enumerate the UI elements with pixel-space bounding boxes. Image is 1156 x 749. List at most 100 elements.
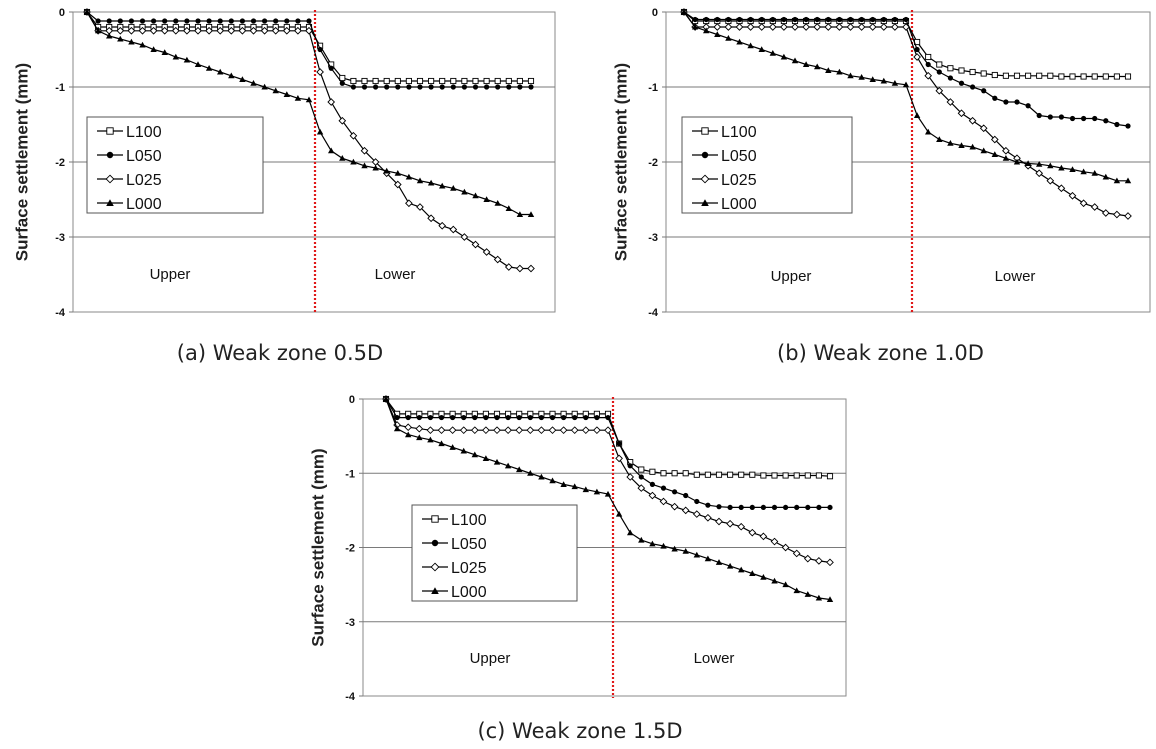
data-point <box>858 74 865 80</box>
data-point <box>128 18 134 24</box>
data-point <box>736 16 743 23</box>
data-point <box>295 18 301 24</box>
data-point <box>681 506 690 515</box>
data-point <box>925 128 932 135</box>
data-point <box>217 18 223 24</box>
data-point <box>495 84 501 90</box>
data-point <box>604 490 612 497</box>
data-point <box>350 77 357 85</box>
data-point <box>528 84 534 90</box>
data-point <box>749 504 755 511</box>
data-point <box>149 26 158 35</box>
data-point <box>415 424 424 433</box>
legend-label-l025: L025 <box>721 172 757 189</box>
data-point <box>1091 73 1098 80</box>
data-point <box>660 542 667 549</box>
data-point <box>803 16 809 23</box>
data-point <box>338 116 347 125</box>
data-point <box>1024 160 1032 167</box>
series-l050 <box>681 9 1131 129</box>
data-point <box>626 473 635 481</box>
data-point <box>835 23 844 31</box>
data-point <box>150 46 157 53</box>
data-point <box>792 549 801 558</box>
data-point <box>1102 73 1109 80</box>
legend-marker <box>105 174 115 184</box>
data-point <box>925 53 932 61</box>
data-point <box>759 532 768 541</box>
data-point <box>328 65 334 71</box>
data-point <box>836 68 843 75</box>
legend-label-l050: L050 <box>451 536 487 553</box>
data-point <box>494 77 501 85</box>
data-point <box>760 504 766 511</box>
data-point <box>1090 203 1099 211</box>
y-axis-label: Surface settlement (mm) <box>612 63 631 261</box>
data-point <box>427 436 434 443</box>
data-point <box>427 179 435 186</box>
data-point <box>1114 121 1120 128</box>
data-point <box>902 23 910 31</box>
series-l000 <box>83 8 535 218</box>
data-point <box>448 426 457 435</box>
series-l025 <box>382 395 834 567</box>
data-point <box>891 80 899 86</box>
data-point <box>847 72 854 79</box>
region-label-lower: Lower <box>995 268 1036 285</box>
data-point <box>450 185 457 191</box>
data-point <box>605 414 611 421</box>
data-point <box>660 470 667 477</box>
data-point <box>980 147 987 154</box>
legend-marker <box>701 199 709 207</box>
data-point <box>549 477 556 484</box>
data-point <box>416 77 424 85</box>
data-point <box>827 504 833 511</box>
data-point <box>892 16 898 23</box>
data-point <box>461 414 467 421</box>
legend-marker <box>701 127 709 135</box>
data-point <box>672 489 678 495</box>
data-point <box>704 471 711 478</box>
y-tick-label: -2 <box>55 157 65 169</box>
data-point <box>571 483 578 490</box>
data-point <box>460 447 467 454</box>
data-point <box>936 136 943 143</box>
data-point <box>471 240 480 249</box>
data-point <box>538 473 545 480</box>
data-point <box>793 587 800 594</box>
legend-box <box>86 116 264 214</box>
series-l050 <box>84 9 534 90</box>
data-point <box>638 466 645 473</box>
legend-box <box>411 504 578 602</box>
data-point <box>958 67 965 74</box>
data-point <box>405 199 413 208</box>
data-point <box>1101 209 1110 217</box>
data-point <box>572 414 578 421</box>
data-point <box>682 548 689 554</box>
region-label-upper: Upper <box>771 268 812 285</box>
data-point <box>770 537 779 546</box>
data-point <box>716 504 722 510</box>
data-point <box>969 68 976 76</box>
data-point <box>794 504 800 511</box>
data-point <box>824 23 833 31</box>
data-point <box>857 23 866 31</box>
data-point <box>627 463 633 469</box>
data-point <box>768 23 777 31</box>
data-point <box>847 16 854 23</box>
data-point <box>1091 170 1098 176</box>
data-point <box>493 458 501 465</box>
data-point <box>173 18 179 24</box>
data-point <box>505 205 512 212</box>
data-point <box>1113 73 1120 80</box>
data-point <box>493 255 502 264</box>
data-point <box>748 16 754 23</box>
data-point <box>228 18 234 24</box>
data-point <box>1013 158 1021 165</box>
data-point <box>239 18 245 24</box>
data-point <box>1047 114 1053 120</box>
settlement-chart-b: 0 -1 -2 -3 -4 Surface settlement (mm) Upper Low… <box>612 7 1151 319</box>
legend-marker <box>106 127 114 135</box>
data-point <box>271 26 280 35</box>
data-point <box>516 466 523 473</box>
